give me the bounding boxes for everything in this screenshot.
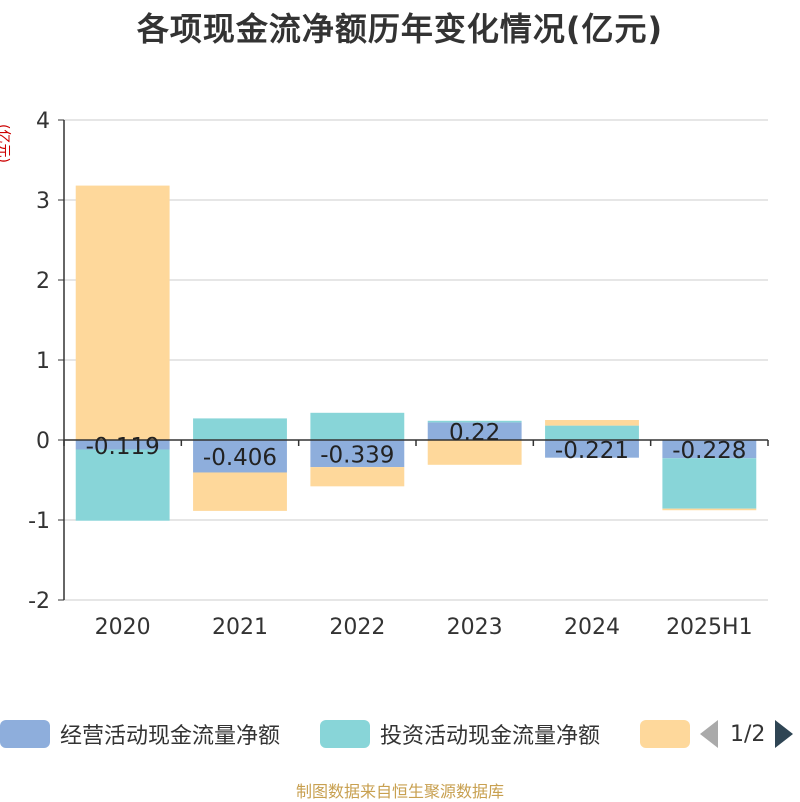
bar-2-2023 [427,420,522,423]
cashflow-chart: -2 -1 0 1 2 3 4 2020 2021 2022 2023 2024 2025H1 -0.11… [28,109,769,640]
bar-1-2025H1 [662,440,757,459]
legend-page-indicator: 1/2 [730,721,766,747]
bar-2-2025H1 [662,458,757,509]
data-label: 0.22 [449,420,500,446]
x-tick-label: 2020 [95,615,151,640]
x-tick-label: 2025H1 [666,615,753,640]
bar-1-2020 [75,440,170,450]
data-label: -0.406 [203,445,277,471]
y-tick-label: 0 [36,429,50,454]
bar-1-2021 [193,440,287,473]
bar-3-2020 [75,185,170,440]
bar-1-2023 [427,422,522,440]
bar-2-2024 [545,425,639,440]
bar-3-2023 [427,440,522,465]
x-tick-label: 2022 [329,615,385,640]
bar-2-2020 [75,449,170,521]
y-tick-label: -1 [28,509,50,534]
legend-item-operating[interactable]: 经营活动现金流量净额 [0,716,280,752]
legend-item-financing[interactable] [640,716,700,752]
legend-label-investing: 投资活动现金流量净额 [380,724,601,749]
legend: 经营活动现金流量净额 投资活动现金流量净额 1/2 [0,716,800,756]
bar-1-2022 [310,440,405,468]
bar-3-2021 [193,472,287,511]
data-label: -0.221 [555,438,629,464]
bar-3-2022 [310,467,405,487]
y-tick-label: 4 [36,109,50,134]
bar-3-2024 [545,420,639,426]
legend-swatch-operating [0,720,50,748]
bar-2-2022 [310,412,405,440]
y-tick-label: 1 [36,349,50,374]
y-tick-label: 3 [36,189,50,214]
data-label: -0.228 [672,438,746,464]
legend-next-icon[interactable] [775,720,794,748]
y-tick-label: -2 [28,589,50,614]
x-tick-label: 2024 [564,615,620,640]
legend-item-investing[interactable]: 投资活动现金流量净额 [320,716,600,752]
bar-1-2024 [545,440,639,458]
x-tick-label: 2023 [447,615,503,640]
legend-swatch-investing [320,720,370,748]
y-tick-label: 2 [36,269,50,294]
data-source-note: 制图数据来自恒生聚源数据库 [295,782,504,801]
legend-pager: 1/2 [700,716,794,752]
data-label: -0.339 [320,443,394,469]
legend-swatch-financing [640,720,690,748]
legend-prev-icon[interactable] [700,720,718,748]
chart-title: 各项现金流净额历年变化情况(亿元) [136,10,664,48]
x-tick-label: 2021 [212,615,268,640]
data-label: -0.119 [86,434,160,460]
bar-2-2021 [193,418,287,440]
bar-3-2025H1 [662,508,757,511]
legend-label-operating: 经营活动现金流量净额 [60,724,281,749]
